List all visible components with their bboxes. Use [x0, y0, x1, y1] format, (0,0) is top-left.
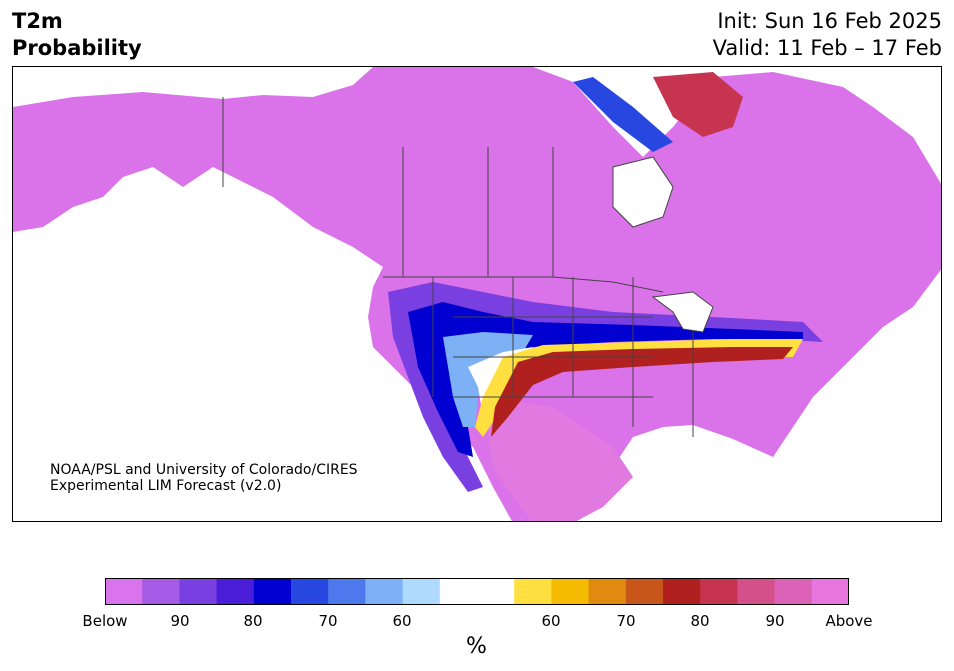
- colorbar-swatch: [216, 578, 255, 605]
- tick-label: 60: [392, 612, 412, 630]
- tick-label: 90: [765, 612, 785, 630]
- title-line-2: Probability: [12, 36, 142, 60]
- colorbar-swatch: [365, 578, 404, 605]
- credit-line-1: NOAA/PSL and University of Colorado/CIRE…: [50, 462, 358, 478]
- mexico-above-region: [483, 397, 633, 521]
- colorbar-border: [105, 578, 849, 605]
- colorbar-swatch: [551, 578, 590, 605]
- colorbar-swatch: [402, 578, 441, 605]
- credit-text: NOAA/PSL and University of Colorado/CIRE…: [50, 462, 358, 494]
- colorbar-swatch: [737, 578, 776, 605]
- colorbar-swatch: [328, 578, 366, 605]
- colorbar-unit: %: [466, 634, 487, 659]
- colorbar-swatch: [514, 578, 552, 605]
- tick-label: 70: [318, 612, 338, 630]
- above-band-core: [491, 347, 793, 437]
- colorbar-swatch: [291, 578, 329, 605]
- colorbar-swatch: [477, 578, 515, 605]
- colorbar-swatch: [811, 578, 849, 605]
- title-line-1: T2m: [12, 9, 63, 33]
- tick-label: 80: [243, 612, 263, 630]
- colorbar-swatch: [700, 578, 738, 605]
- map-canvas: [13, 67, 941, 521]
- colorbar-ticks: Below 90 80 70 60 60 70 80 90 Above: [0, 612, 954, 632]
- date-block: Init: Sun 16 Feb 2025 Valid: 11 Feb – 17…: [713, 8, 942, 62]
- title-block: T2m Probability: [12, 8, 142, 62]
- great-lakes: [651, 291, 714, 333]
- colorbar-swatch: [663, 578, 701, 605]
- colorbar-swatch: [253, 578, 292, 605]
- colorbar-swatch: [625, 578, 664, 605]
- init-date: Init: Sun 16 Feb 2025: [717, 9, 942, 33]
- colorbar-swatch: [588, 578, 627, 605]
- north-below-patch: [573, 77, 673, 152]
- tick-label: Below: [82, 612, 128, 630]
- tick-label: 60: [541, 612, 561, 630]
- colorbar-swatch: [439, 578, 478, 605]
- tick-label: 80: [690, 612, 710, 630]
- hudson-bay: [612, 156, 674, 228]
- colorbar-swatch: [105, 578, 143, 605]
- colorbar-swatch: [142, 578, 180, 605]
- tick-label: Above: [825, 612, 873, 630]
- tick-label: 90: [170, 612, 190, 630]
- credit-line-2: Experimental LIM Forecast (v2.0): [50, 478, 282, 494]
- colorbar: [105, 578, 849, 605]
- tick-label: 70: [616, 612, 636, 630]
- colorbar-swatch: [179, 578, 218, 605]
- colorbar-swatch: [774, 578, 813, 605]
- valid-range: Valid: 11 Feb – 17 Feb: [712, 36, 942, 60]
- probability-map: NOAA/PSL and University of Colorado/CIRE…: [12, 66, 942, 522]
- north-above-patch: [653, 72, 743, 137]
